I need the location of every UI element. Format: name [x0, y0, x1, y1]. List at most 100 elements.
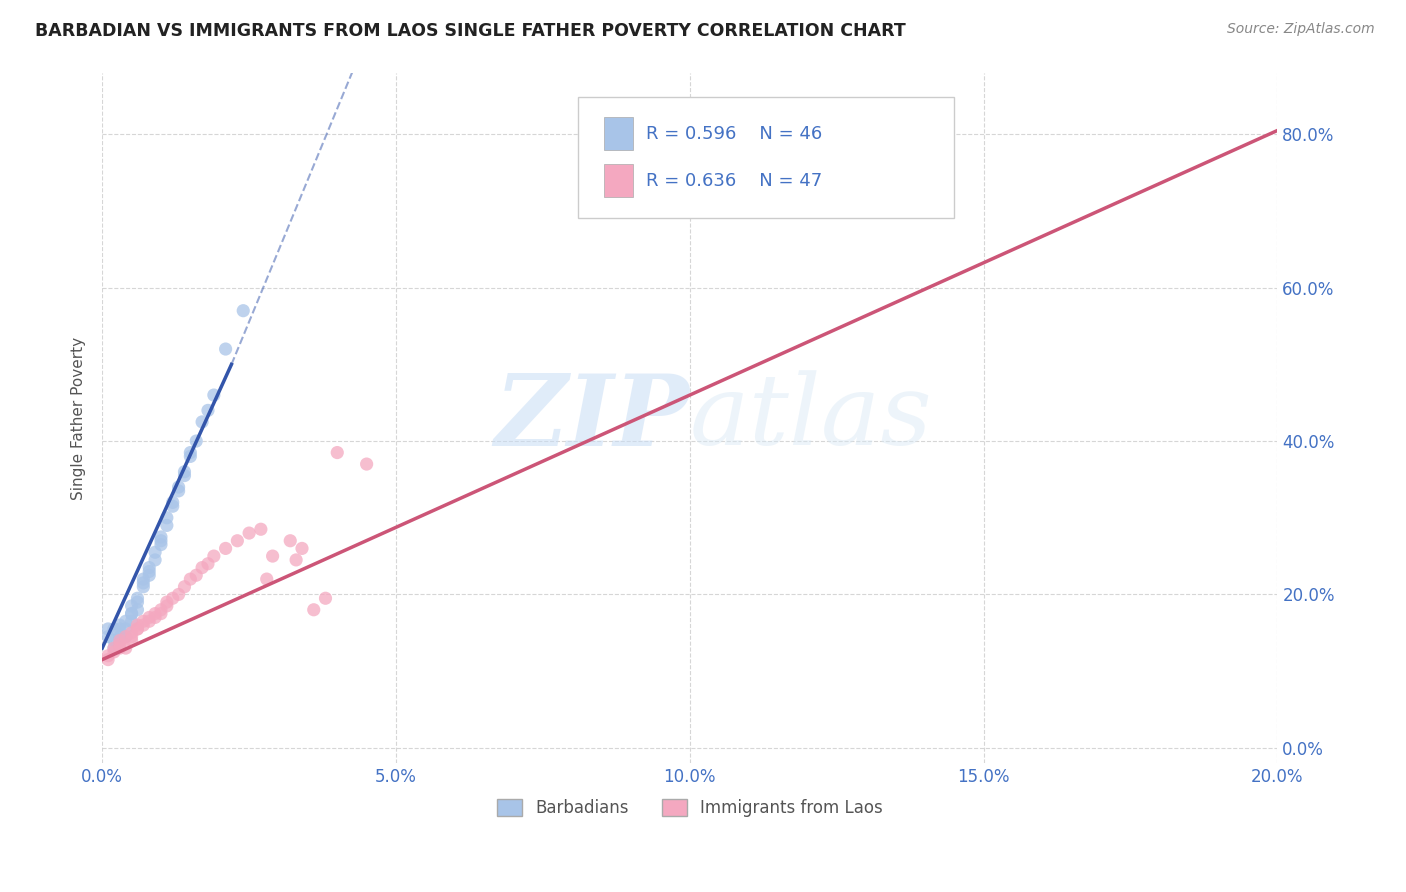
Bar: [605, 117, 633, 150]
Point: [114, 614, 136, 628]
Point: [108, 622, 131, 636]
Point: [127, 591, 149, 606]
Point: [127, 622, 149, 636]
Point: [103, 645, 125, 659]
Point: [285, 553, 308, 567]
Text: R = 0.596    N = 46: R = 0.596 N = 46: [647, 125, 823, 143]
Point: [149, 607, 172, 621]
Point: [162, 495, 184, 509]
Point: [121, 625, 143, 640]
Point: [132, 614, 155, 628]
Point: [97, 622, 120, 636]
Point: [191, 560, 214, 574]
Point: [202, 388, 225, 402]
Point: [179, 572, 201, 586]
Text: Source: ZipAtlas.com: Source: ZipAtlas.com: [1227, 22, 1375, 37]
Point: [132, 572, 155, 586]
Point: [149, 603, 172, 617]
Point: [167, 587, 190, 601]
Point: [226, 533, 249, 548]
Point: [291, 541, 314, 556]
Point: [143, 610, 166, 624]
Point: [173, 465, 195, 479]
Point: [121, 614, 143, 628]
Point: [326, 445, 349, 459]
Point: [132, 618, 155, 632]
Point: [167, 483, 190, 498]
Point: [278, 533, 301, 548]
Point: [108, 633, 131, 648]
Point: [914, 181, 936, 195]
Point: [138, 614, 160, 628]
Point: [197, 557, 219, 571]
Point: [179, 450, 201, 464]
Point: [156, 599, 179, 613]
Point: [114, 622, 136, 636]
Point: [114, 641, 136, 656]
Point: [250, 522, 273, 536]
Point: [143, 607, 166, 621]
Point: [167, 480, 190, 494]
Point: [156, 510, 179, 524]
Point: [202, 549, 225, 563]
Point: [186, 568, 208, 582]
Point: [138, 610, 160, 624]
Point: [214, 342, 236, 356]
Point: [232, 303, 254, 318]
Point: [108, 618, 131, 632]
Point: [149, 530, 172, 544]
Text: atlas: atlas: [690, 370, 932, 466]
Point: [121, 630, 143, 644]
Point: [191, 415, 214, 429]
Point: [127, 595, 149, 609]
Point: [103, 641, 125, 656]
Point: [121, 633, 143, 648]
Point: [302, 603, 325, 617]
Point: [143, 553, 166, 567]
Point: [97, 648, 120, 663]
Point: [103, 622, 125, 636]
Point: [214, 541, 236, 556]
Point: [143, 545, 166, 559]
Point: [121, 607, 143, 621]
Point: [162, 591, 184, 606]
Point: [138, 560, 160, 574]
Point: [108, 637, 131, 651]
Point: [103, 633, 125, 648]
Y-axis label: Single Father Poverty: Single Father Poverty: [72, 336, 86, 500]
Legend: Barbadians, Immigrants from Laos: Barbadians, Immigrants from Laos: [491, 792, 890, 824]
Point: [108, 630, 131, 644]
Point: [121, 607, 143, 621]
Point: [138, 565, 160, 579]
Text: R = 0.636    N = 47: R = 0.636 N = 47: [647, 171, 823, 190]
Point: [315, 591, 337, 606]
Point: [121, 599, 143, 613]
Point: [97, 630, 120, 644]
Point: [156, 518, 179, 533]
Point: [127, 603, 149, 617]
Point: [149, 533, 172, 548]
Point: [173, 468, 195, 483]
Point: [149, 538, 172, 552]
Text: ZIP: ZIP: [495, 370, 690, 467]
FancyBboxPatch shape: [578, 97, 955, 218]
Point: [173, 580, 195, 594]
Point: [127, 618, 149, 632]
Bar: [605, 164, 633, 197]
Point: [238, 526, 260, 541]
Point: [108, 633, 131, 648]
Point: [138, 568, 160, 582]
Point: [108, 641, 131, 656]
Point: [114, 630, 136, 644]
Point: [114, 630, 136, 644]
Point: [97, 652, 120, 666]
Text: BARBADIAN VS IMMIGRANTS FROM LAOS SINGLE FATHER POVERTY CORRELATION CHART: BARBADIAN VS IMMIGRANTS FROM LAOS SINGLE…: [35, 22, 905, 40]
Point: [356, 457, 378, 471]
Point: [103, 641, 125, 656]
Point: [132, 576, 155, 591]
Point: [262, 549, 284, 563]
Point: [256, 572, 278, 586]
Point: [156, 595, 179, 609]
Point: [179, 445, 201, 459]
Point: [186, 434, 208, 448]
